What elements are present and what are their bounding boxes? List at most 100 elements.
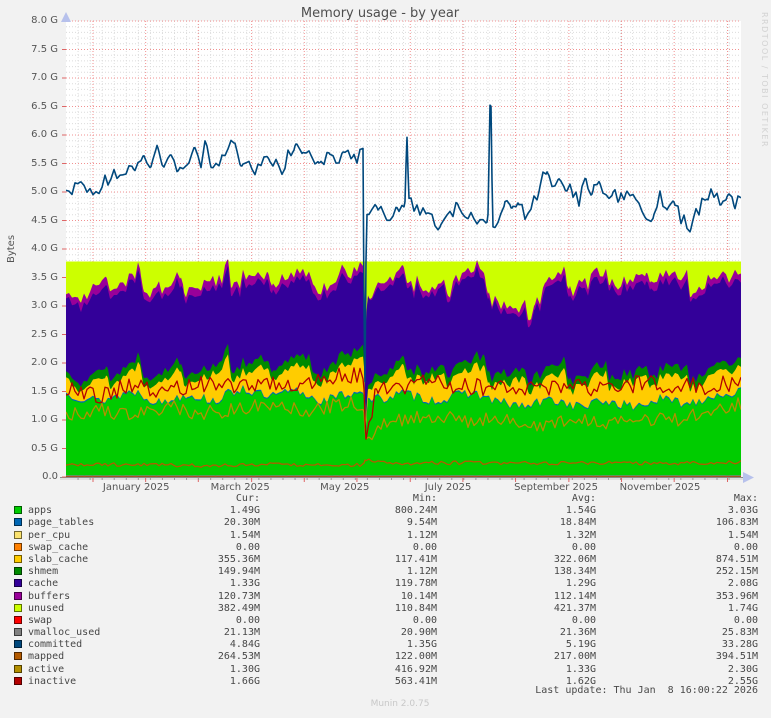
y-tick-label: 3.5 G bbox=[31, 271, 58, 283]
legend-value-cur: 382.49M bbox=[217, 602, 260, 614]
legend-header: Max: bbox=[733, 493, 758, 504]
legend-value-max: 1.54M bbox=[727, 529, 758, 541]
legend-value-min: 10.14M bbox=[400, 590, 437, 602]
legend-label: swap bbox=[28, 614, 53, 626]
legend-value-cur: 149.94M bbox=[217, 566, 260, 578]
legend-label: shmem bbox=[28, 566, 59, 578]
chart-title: Memory usage - by year bbox=[300, 6, 460, 21]
y-tick-label: 5.0 G bbox=[31, 186, 58, 197]
legend-color-swatch bbox=[14, 518, 22, 527]
x-tick-label: May 2025 bbox=[320, 482, 370, 493]
legend-value-avg: 0.00 bbox=[571, 541, 596, 553]
legend-label: inactive bbox=[28, 675, 77, 687]
y-tick-label: 3.0 G bbox=[31, 300, 58, 311]
y-tick-label: 0.0 bbox=[42, 471, 58, 482]
legend-value-avg: 1.33G bbox=[565, 663, 596, 675]
legend-value-min: 9.54M bbox=[406, 517, 437, 529]
legend-label: page_tables bbox=[28, 517, 95, 529]
line-committed bbox=[66, 104, 741, 383]
y-axis-arrow bbox=[61, 12, 71, 22]
legend-label: active bbox=[28, 663, 65, 675]
legend-value-avg: 0.00 bbox=[571, 614, 596, 626]
legend-value-cur: 264.53M bbox=[217, 651, 260, 663]
munin-version: Munin 2.0.75 bbox=[370, 699, 430, 709]
legend-color-swatch bbox=[14, 506, 22, 515]
legend-header: Cur: bbox=[235, 493, 260, 504]
legend-value-min: 1.12M bbox=[406, 529, 437, 541]
legend-value-min: 563.41M bbox=[394, 675, 437, 687]
legend-color-swatch bbox=[14, 640, 22, 649]
x-axis-arrow bbox=[743, 472, 754, 483]
legend-value-min: 117.41M bbox=[394, 554, 437, 566]
legend-color-swatch bbox=[14, 676, 22, 685]
y-tick-label: 8.0 G bbox=[31, 15, 58, 26]
legend-value-min: 1.35G bbox=[406, 639, 437, 651]
legend-color-swatch bbox=[14, 555, 22, 564]
legend-value-cur: 1.30G bbox=[229, 663, 260, 675]
x-tick-label: July 2025 bbox=[424, 482, 472, 493]
line-mapped bbox=[66, 458, 741, 468]
grid-lines bbox=[66, 20, 741, 478]
legend-color-swatch bbox=[14, 628, 22, 637]
legend-value-max: 106.83M bbox=[715, 517, 758, 529]
legend-value-max: 394.51M bbox=[715, 651, 758, 663]
y-tick-label: 1.5 G bbox=[31, 385, 58, 397]
legend-value-max: 33.28G bbox=[721, 639, 758, 651]
legend-value-cur: 1.66G bbox=[229, 675, 260, 687]
legend-header: Avg: bbox=[571, 493, 596, 504]
legend-value-cur: 21.13M bbox=[223, 627, 260, 639]
legend-value-cur: 355.36M bbox=[217, 554, 260, 566]
legend-value-cur: 0.00 bbox=[235, 541, 260, 553]
legend-label: cache bbox=[28, 578, 59, 590]
y-tick-label: 2.5 G bbox=[31, 328, 58, 340]
line-inactive bbox=[66, 367, 741, 440]
y-tick-label: 2.0 G bbox=[31, 357, 58, 368]
legend-value-max: 1.74G bbox=[727, 602, 758, 614]
legend-value-min: 20.90M bbox=[400, 627, 437, 639]
legend-color-swatch bbox=[14, 579, 22, 588]
x-tick-label: January 2025 bbox=[102, 482, 170, 493]
legend-value-cur: 0.00 bbox=[235, 614, 260, 626]
y-tick-label: 4.5 G bbox=[31, 214, 58, 226]
x-tick-label: November 2025 bbox=[619, 482, 701, 493]
legend-value-max: 2.55G bbox=[727, 675, 758, 687]
legend-color-swatch bbox=[14, 615, 22, 624]
y-tick-label: 1.0 G bbox=[31, 414, 58, 425]
legend-value-avg: 18.84M bbox=[559, 517, 596, 529]
legend-color-swatch bbox=[14, 664, 22, 673]
legend-value-cur: 4.84G bbox=[229, 639, 260, 651]
overlay-lines bbox=[66, 104, 741, 477]
legend-label: mapped bbox=[28, 651, 65, 663]
legend-label: unused bbox=[28, 602, 65, 614]
legend-value-max: 25.83M bbox=[721, 627, 758, 639]
legend-value-min: 416.92M bbox=[394, 663, 437, 675]
legend-value-avg: 421.37M bbox=[553, 602, 596, 614]
legend-value-avg: 1.29G bbox=[565, 578, 596, 590]
line-active bbox=[66, 396, 741, 441]
legend-value-min: 110.84M bbox=[394, 602, 437, 614]
legend-value-avg: 21.36M bbox=[559, 627, 596, 639]
legend-value-max: 0.00 bbox=[733, 614, 758, 626]
legend-color-swatch bbox=[14, 530, 22, 539]
y-tick-label: 5.5 G bbox=[31, 157, 58, 169]
legend-value-cur: 120.73M bbox=[217, 590, 260, 602]
legend-value-max: 3.03G bbox=[727, 505, 758, 517]
legend-value-avg: 5.19G bbox=[565, 639, 596, 651]
legend-label: buffers bbox=[28, 590, 71, 602]
legend-value-min: 119.78M bbox=[394, 578, 437, 590]
area-apps bbox=[66, 386, 741, 477]
legend-label: committed bbox=[28, 639, 83, 651]
legend-value-max: 2.30G bbox=[727, 663, 758, 675]
legend-value-avg: 217.00M bbox=[553, 651, 596, 663]
x-tick-label: September 2025 bbox=[514, 482, 598, 493]
legend-value-max: 353.96M bbox=[715, 590, 758, 602]
legend-header: Min: bbox=[412, 493, 437, 504]
legend-label: per_cpu bbox=[28, 529, 71, 541]
y-tick-label: 4.0 G bbox=[31, 243, 58, 254]
legend-value-cur: 1.33G bbox=[229, 578, 260, 590]
y-tick-label: 7.5 G bbox=[31, 43, 58, 55]
last-update: Last update: Thu Jan 8 16:00:22 2026 bbox=[535, 685, 758, 696]
legend-value-max: 2.08G bbox=[727, 578, 758, 590]
